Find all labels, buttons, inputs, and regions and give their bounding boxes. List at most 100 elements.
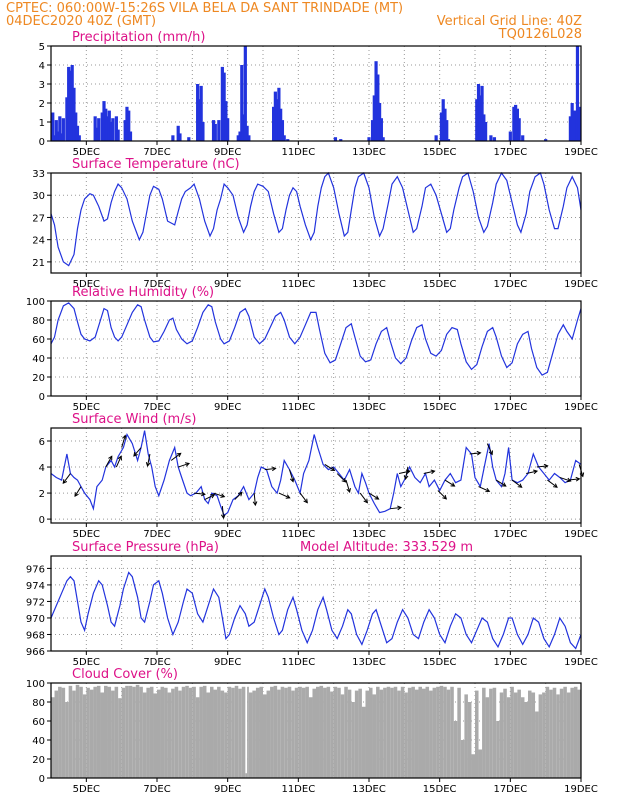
cloud-cover-bar: [351, 702, 355, 778]
cloud-cover-bar: [542, 692, 546, 778]
wind-xtick-label: 7DEC: [143, 529, 170, 540]
cloud-cover-bar: [492, 687, 497, 778]
wind-arrow: [324, 464, 336, 471]
cloud-cover-bar: [188, 687, 193, 778]
cloud-cover-bar: [439, 685, 444, 778]
header-grid-note: Vertical Grid Line: 40Z: [437, 14, 582, 29]
wind-arrow: [568, 476, 581, 482]
cloud-cover-bar: [75, 684, 80, 778]
cloud-cover-bar: [436, 686, 440, 778]
rh-xtick-label: 11DEC: [281, 402, 315, 413]
wind-xtick-label: 15DEC: [423, 529, 457, 540]
wind-arrow: [115, 455, 122, 468]
precip-bar: [478, 95, 482, 141]
cloud-cover-bar: [464, 694, 468, 778]
precip-bar: [480, 85, 484, 141]
cloud-cover-bar: [386, 686, 391, 778]
cloud-cover-bar: [72, 690, 76, 778]
cloud-ytick-label: 40: [32, 736, 45, 747]
precip-bar: [176, 125, 180, 141]
wind-arrow: [220, 506, 226, 520]
precip-bar: [286, 139, 290, 141]
cloud-cover-bar: [217, 686, 221, 778]
precip-xtick-label: 17DEC: [493, 147, 527, 158]
cloud-cover-bar: [280, 686, 285, 778]
wind-arrow: [526, 469, 539, 475]
cloud-cover-bar: [224, 692, 228, 778]
temp-panel: 21 24 27 30 33 5DEC 7DEC 9DEC 11DEC 13DEC 15DEC 17D…: [32, 157, 598, 290]
precip-bar: [280, 120, 285, 141]
pres-xtick-label: 15DEC: [423, 657, 457, 668]
pres-ytick-label: 972: [26, 597, 45, 608]
rh-ytick-label: 40: [32, 354, 45, 365]
wind-arrow: [170, 452, 182, 461]
temp-xtick-label: 5DEC: [73, 279, 100, 290]
cloud-cover-bar: [358, 688, 362, 778]
precip-bar: [484, 122, 488, 141]
cloud-cover-bar: [287, 686, 292, 778]
cloud-cover-bar: [528, 690, 532, 778]
pres-frame: [50, 555, 582, 652]
precip-bar: [104, 108, 108, 141]
precip-bar: [574, 110, 578, 141]
cloud-cover-bar: [273, 685, 278, 778]
precip-bar: [211, 120, 216, 141]
wind-arrow: [495, 479, 507, 487]
pres-title: Surface Pressure (hPa): [72, 540, 219, 555]
temp-ytick-label: 30: [32, 191, 45, 202]
precip-bar: [77, 135, 81, 141]
wind-arrow: [213, 492, 226, 498]
temp-xtick-label: 17DEC: [493, 279, 527, 290]
cloud-cover-bar: [344, 686, 348, 778]
cloud-cover-bar: [506, 697, 511, 778]
cloud-cover-bar: [305, 686, 309, 778]
cloud-ytick-label: 80: [32, 698, 45, 709]
temp-ytick-label: 27: [32, 213, 45, 224]
cloud-cover-bar: [457, 687, 461, 778]
cloud-cover-bar: [411, 686, 415, 778]
precip-bar: [247, 135, 251, 141]
wind-ytick-label: 0: [39, 515, 45, 526]
precip-bar: [201, 122, 205, 141]
temp-ytick-label: 33: [32, 169, 45, 180]
rh-ytick-label: 80: [32, 316, 45, 327]
cloud-cover-bar: [400, 686, 405, 778]
wind-panel: 0 2 4 6 5DEC 7DEC 9DEC 11DEC 13DEC 15DEC 17DEC 19DE…: [39, 412, 598, 540]
wind-xtick-label: 13DEC: [352, 529, 386, 540]
precip-bar: [544, 139, 548, 141]
wind-arrow: [336, 473, 347, 483]
cloud-cover-bar: [538, 694, 543, 778]
precip-bar: [171, 135, 175, 141]
precip-ytick-label: 5: [39, 42, 45, 53]
temp-frame: [50, 172, 582, 274]
rh-xtick-label: 13DEC: [352, 402, 386, 413]
precip-bar: [241, 114, 246, 141]
rh-ytick-label: 100: [26, 297, 45, 308]
precip-bar: [187, 137, 191, 141]
cloud-cover-bar: [453, 721, 458, 778]
cloud-cover-bar: [238, 688, 242, 778]
cloud-cover-bar: [443, 686, 447, 778]
pres-series-line: [50, 571, 582, 650]
cloud-cover-bar: [93, 686, 97, 778]
cloud-cover-bar: [475, 690, 479, 778]
precip-xtick-label: 19DEC: [564, 147, 598, 158]
pres-ytick-label: 970: [26, 614, 45, 625]
cloud-cover-bar: [496, 721, 500, 778]
cloud-cover-bar: [58, 686, 62, 778]
cloud-cover-bar: [429, 690, 433, 778]
precip-bar: [512, 106, 516, 141]
cloud-cover-bar: [499, 692, 504, 778]
cloud-cover-bar: [563, 686, 567, 778]
wind-arrow: [345, 479, 351, 494]
precip-panel: 0 1 2 3 4 5 5DEC 7DEC 9DEC 11DEC 13DEC 15DEC 17DEC 19…: [39, 30, 598, 158]
temp-xtick-label: 13DEC: [352, 279, 386, 290]
pres-xtick-label: 17DEC: [493, 657, 527, 668]
precip-bar: [572, 110, 576, 141]
pres-xtick-label: 9DEC: [214, 657, 241, 668]
temp-xtick-label: 11DEC: [281, 279, 315, 290]
cloud-cover-bar: [397, 690, 401, 778]
cloud-cover-bar: [195, 697, 200, 778]
precip-bar: [475, 99, 479, 141]
cloud-cover-bar: [432, 687, 437, 778]
